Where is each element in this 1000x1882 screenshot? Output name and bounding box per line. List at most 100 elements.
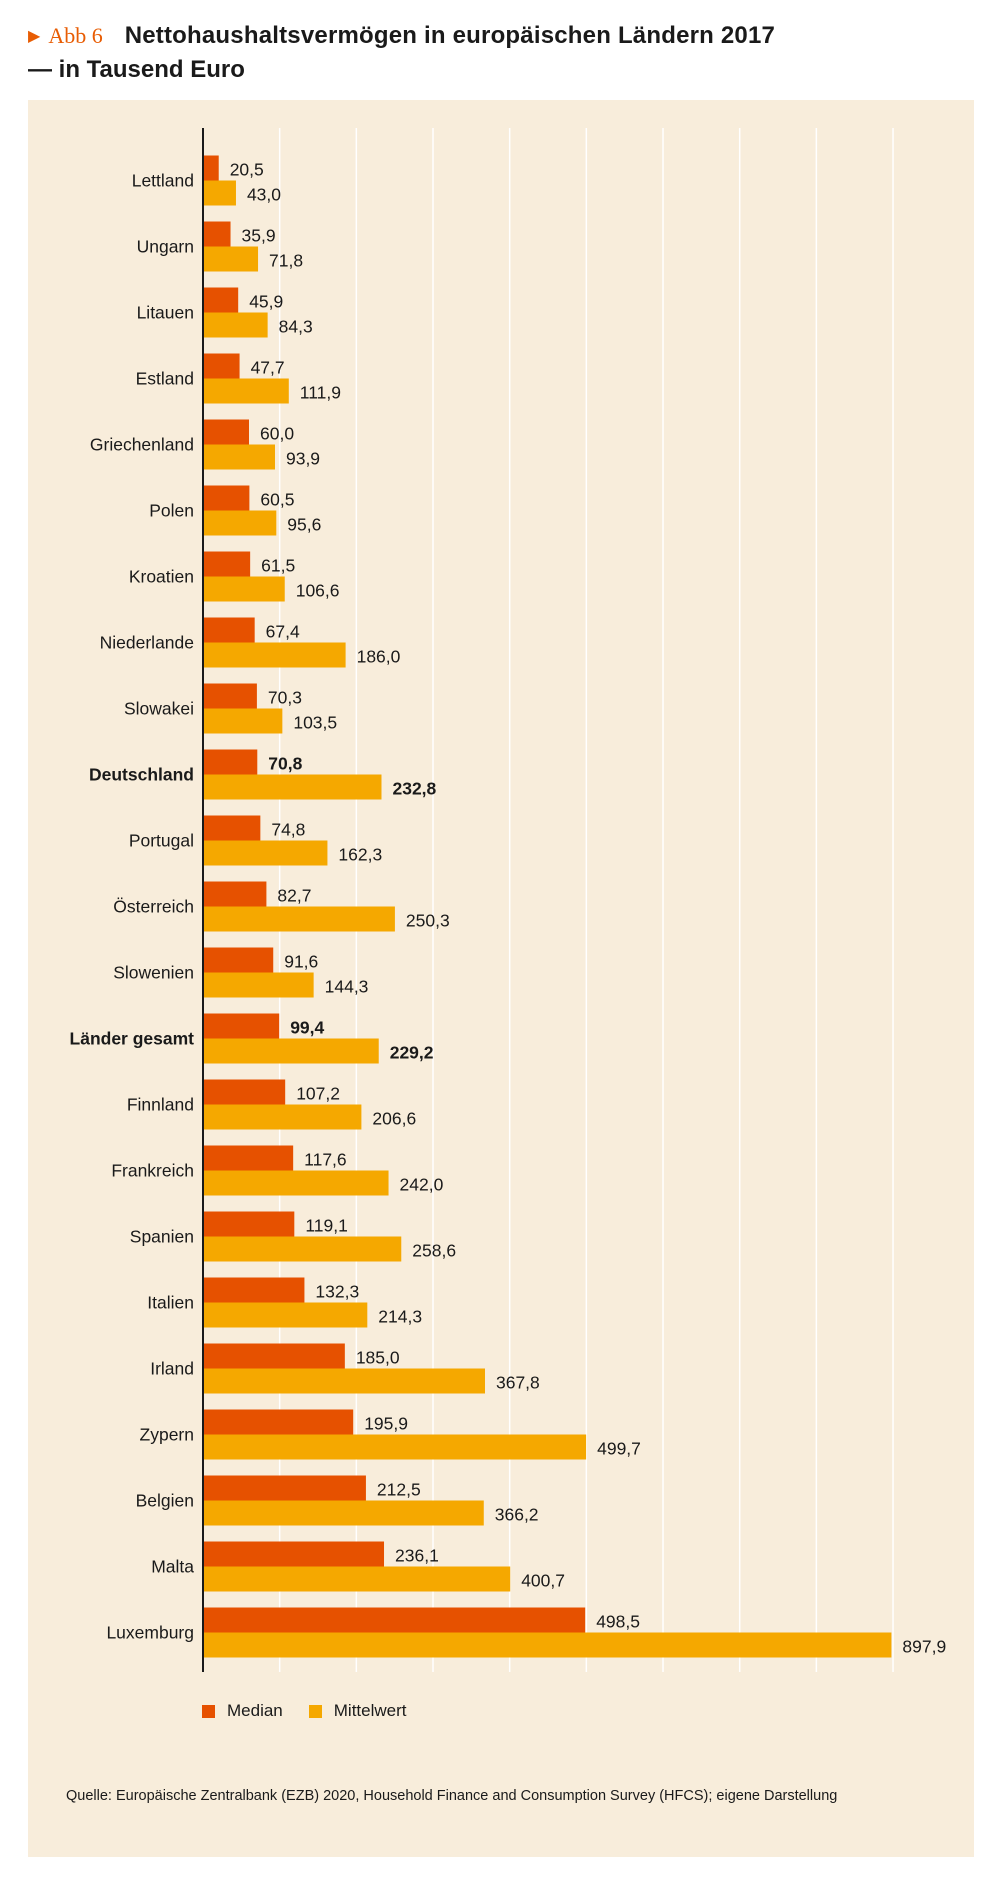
bar-median <box>203 815 261 841</box>
data-label-mittelwert: 214,3 <box>378 1307 422 1327</box>
bar-mittelwert <box>203 1500 484 1526</box>
data-label-mittelwert: 106,6 <box>296 581 340 601</box>
category-label: Deutschland <box>89 765 194 785</box>
legend-label-mittelwert: Mittelwert <box>333 1701 407 1720</box>
bar-median <box>203 1079 286 1105</box>
bar-mittelwert <box>203 510 277 536</box>
data-label-median: 185,0 <box>356 1348 400 1368</box>
bar-mittelwert <box>203 1632 892 1658</box>
bar-median <box>203 1607 586 1633</box>
category-label: Frankreich <box>111 1161 194 1181</box>
data-label-mittelwert: 897,9 <box>902 1637 946 1657</box>
category-label: Malta <box>151 1557 194 1577</box>
source-note: Quelle: Europäische Zentralbank (EZB) 20… <box>66 1788 838 1804</box>
category-label: Litauen <box>137 303 194 323</box>
bar-mittelwert <box>203 708 283 734</box>
bar-mittelwert <box>203 1038 379 1064</box>
data-label-median: 119,1 <box>305 1216 348 1236</box>
legend-swatch-mittelwert <box>308 1704 322 1718</box>
bar-median <box>203 1343 345 1369</box>
category-label: Polen <box>149 501 194 521</box>
bar-mittelwert <box>203 1368 485 1394</box>
category-label: Slowenien <box>113 963 194 983</box>
data-label-median: 60,0 <box>260 424 294 444</box>
data-label-median: 91,6 <box>284 952 318 972</box>
data-label-mittelwert: 144,3 <box>325 977 369 997</box>
title-row: ▶ Abb 6 Nettohaushaltsvermögen in europä… <box>28 22 775 50</box>
category-label: Finnland <box>127 1095 194 1115</box>
legend-item-median: Median <box>202 1701 283 1721</box>
bar-mittelwert <box>203 444 275 470</box>
chart-header: ▶ Abb 6 Nettohaushaltsvermögen in europä… <box>28 22 775 84</box>
bar-mittelwert <box>203 906 395 932</box>
bar-median <box>203 551 251 577</box>
category-label: Spanien <box>130 1227 194 1247</box>
data-label-mittelwert: 242,0 <box>400 1175 444 1195</box>
data-label-mittelwert: 103,5 <box>293 713 337 733</box>
bar-mittelwert <box>203 774 382 800</box>
bar-mittelwert <box>203 972 314 998</box>
chart-title: Nettohaushaltsvermögen in europäischen L… <box>124 22 776 49</box>
data-label-median: 70,3 <box>268 688 302 708</box>
data-label-median: 67,4 <box>266 622 300 642</box>
triangle-marker-icon: ▶ <box>28 28 41 45</box>
data-label-median: 60,5 <box>260 490 294 510</box>
legend-item-mittelwert: Mittelwert <box>308 1701 407 1721</box>
bar-mittelwert <box>203 1236 402 1262</box>
data-label-median: 107,2 <box>296 1084 340 1104</box>
category-label: Kroatien <box>129 567 194 587</box>
data-label-median: 195,9 <box>364 1414 408 1434</box>
category-label: Länder gesamt <box>70 1029 195 1049</box>
bar-mittelwert <box>203 1302 368 1328</box>
legend: Median Mittelwert <box>202 1701 433 1721</box>
category-label: Italien <box>147 1293 194 1313</box>
data-label-mittelwert: 232,8 <box>392 779 436 799</box>
bar-median <box>203 947 274 973</box>
data-label-median: 236,1 <box>395 1546 439 1566</box>
category-label: Portugal <box>129 831 194 851</box>
category-label: Luxemburg <box>106 1623 194 1643</box>
bar-mittelwert <box>203 1566 511 1592</box>
category-label: Österreich <box>113 897 194 917</box>
bar-median <box>203 221 231 247</box>
data-label-mittelwert: 111,9 <box>300 383 341 403</box>
data-label-mittelwert: 95,6 <box>287 515 321 535</box>
bar-median <box>203 1145 294 1171</box>
bar-median <box>203 1013 280 1039</box>
bar-median <box>203 1211 295 1237</box>
data-label-median: 132,3 <box>315 1282 359 1302</box>
category-label: Ungarn <box>137 237 194 257</box>
data-label-median: 70,8 <box>268 754 302 774</box>
bar-mittelwert <box>203 180 236 206</box>
bar-mittelwert <box>203 1434 587 1460</box>
bar-mittelwert <box>203 312 268 338</box>
category-label: Belgien <box>136 1491 194 1511</box>
data-label-mittelwert: 186,0 <box>357 647 401 667</box>
data-label-mittelwert: 367,8 <box>496 1373 540 1393</box>
data-label-mittelwert: 162,3 <box>338 845 382 865</box>
bar-median <box>203 1541 385 1567</box>
bar-mittelwert <box>203 246 259 272</box>
data-label-median: 498,5 <box>596 1612 640 1632</box>
data-label-mittelwert: 206,6 <box>372 1109 416 1129</box>
bar-median <box>203 155 219 181</box>
bar-mittelwert <box>203 1104 362 1130</box>
category-label: Irland <box>150 1359 194 1379</box>
category-label: Zypern <box>140 1425 194 1445</box>
data-label-median: 117,6 <box>304 1150 347 1170</box>
data-label-mittelwert: 400,7 <box>521 1571 565 1591</box>
data-label-median: 99,4 <box>290 1018 324 1038</box>
data-label-median: 212,5 <box>377 1480 421 1500</box>
data-label-median: 35,9 <box>242 226 276 246</box>
data-label-mittelwert: 229,2 <box>390 1043 434 1063</box>
data-label-median: 47,7 <box>251 358 285 378</box>
data-label-median: 61,5 <box>261 556 295 576</box>
category-label: Lettland <box>132 171 194 191</box>
data-label-median: 45,9 <box>249 292 283 312</box>
bar-median <box>203 1475 366 1501</box>
figure-label: Abb 6 <box>48 23 103 48</box>
bar-median <box>203 683 257 709</box>
bar-mittelwert <box>203 1170 389 1196</box>
legend-swatch-median <box>202 1704 215 1718</box>
